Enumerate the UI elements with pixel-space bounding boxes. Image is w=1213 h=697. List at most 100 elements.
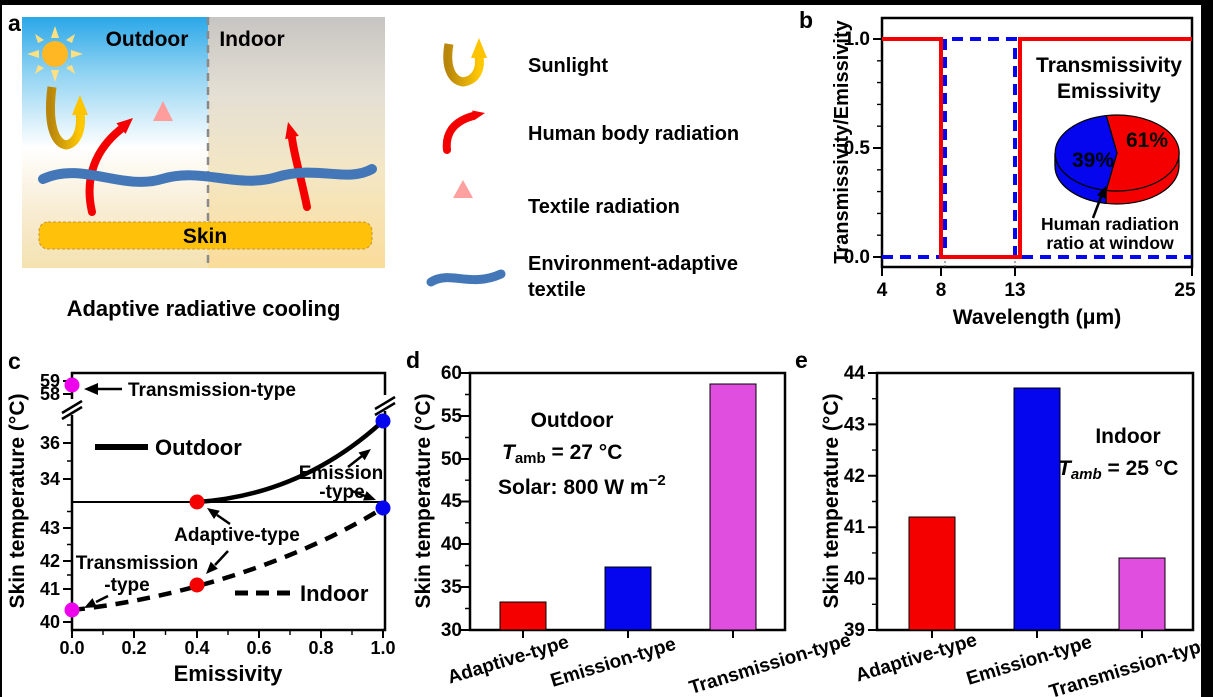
panel-label-d: d [406, 347, 421, 373]
xtick-c-00: 0.0 [59, 638, 84, 658]
ytick-d-55: 55 [441, 406, 463, 427]
ytick-b-2: 0.5 [844, 138, 871, 159]
pie-caption-arrow [1091, 186, 1107, 219]
panel-b-plot: 1.0 0.5 0.0 4 8 13 25 Wavelength (μm) Tr… [831, 16, 1196, 329]
annotation-d-condition: Outdoor [531, 409, 614, 432]
textile-radiation-arrow [153, 101, 173, 163]
indoor-legend-label: Indoor [300, 581, 369, 606]
bar-e-emission [1013, 387, 1061, 631]
outdoor-curve [196, 419, 385, 505]
bar-e-adaptive [908, 516, 956, 631]
bar-d-adaptive [499, 601, 547, 631]
ylabel-c: Skin temperature (°C) [6, 394, 29, 609]
t-value: = 27 °C [546, 441, 623, 464]
outdoor-legend-label: Outdoor [155, 435, 242, 460]
t-value: = 25 °C [1102, 457, 1179, 480]
panel-label-e: e [795, 347, 808, 373]
pie-slice-blue-39 [1054, 114, 1118, 192]
x-ticks-c [71, 630, 384, 638]
ytick-e-44: 44 [844, 363, 866, 384]
x-ticks-b [881, 267, 1193, 276]
ytick-d-30: 30 [441, 620, 462, 641]
xtick-c-02: 0.2 [121, 638, 146, 658]
ytick-c-43: 43 [40, 518, 60, 538]
sun-icon [27, 26, 83, 82]
t-subscript: amb [1071, 466, 1102, 483]
emission-type-label-line1: Emission [299, 463, 383, 484]
xtick-b-4: 4 [877, 280, 888, 301]
arrow-to-adaptive-indoor [206, 550, 229, 574]
ylabel-d: Skin temperature (°C) [412, 394, 435, 609]
legend-transmissivity: Transmissivity [1036, 54, 1182, 77]
axis-break-right [374, 395, 396, 417]
panel-a-caption: Adaptive radiative cooling [66, 296, 341, 321]
skin-bar [38, 221, 373, 250]
environment-adaptive-textile-icon [426, 269, 506, 287]
ytick-d-40: 40 [441, 534, 462, 555]
ytick-c-41: 41 [40, 579, 60, 599]
legend-env-adaptive-label-line1: Environment-adaptive [528, 253, 739, 275]
arrow-to-emission-indoor [351, 489, 376, 501]
ytick-e-41: 41 [844, 517, 866, 538]
legend-env-adaptive-label-line2: textile [528, 279, 586, 301]
pie-human-radiation: 61% 39% [1054, 114, 1180, 205]
legend-human-body-radiation-label: Human body radiation [528, 123, 740, 145]
emissivity-curve [882, 37, 1192, 259]
panel-d-plot: Outdoor Tamb = 27 °C Solar: 800 W m−2 60… [412, 363, 853, 697]
ylabel-b: Transmissivity/Emissivity [831, 19, 853, 263]
ylabel-e: Skin temperature (°C) [820, 394, 843, 609]
ytick-c-58: 58 [40, 384, 60, 404]
annotation-e-condition: Indoor [1095, 425, 1160, 448]
panel-a-schematic: Outdoor Indoor Skin [22, 17, 385, 268]
bar-e-transmission [1118, 557, 1166, 631]
axis-break-left [61, 399, 83, 421]
panel-label-a: a [8, 10, 21, 36]
environment-adaptive-textile-wave [38, 164, 377, 187]
adaptive-type-label: Adaptive-type [174, 525, 300, 546]
pie-caption-line2: ratio at window [1046, 233, 1174, 253]
ytick-e-42: 42 [844, 466, 865, 487]
arrow-to-transmission-indoor [84, 594, 109, 608]
y-ticks-d [461, 372, 470, 631]
ytick-b-1: 1.0 [844, 29, 870, 50]
legend-sunlight-label: Sunlight [528, 55, 608, 77]
ytick-d-50: 50 [441, 449, 462, 470]
skin-label: Skin [183, 225, 227, 248]
pie-label-39: 39% [1072, 149, 1114, 172]
x-ticks-d [522, 630, 734, 638]
bar-d-emission [604, 566, 652, 631]
t-subscript: amb [515, 450, 546, 467]
xtick-e-adaptive: Adaptive-type [853, 630, 979, 687]
arrow-to-transmission-outdoor [84, 383, 122, 395]
ytick-c-34: 34 [40, 469, 60, 489]
pie-label-61: 61% [1126, 129, 1168, 152]
panel-c-plot: Outdoor Indoor Transmission-type Emissio… [6, 371, 396, 686]
xtick-b-8: 8 [936, 280, 947, 301]
xlabel-c: Emissivity [174, 661, 284, 686]
solar-exponent: −2 [649, 472, 666, 489]
solar-text: Solar: 800 W m [498, 476, 649, 499]
xtick-b-13: 13 [1004, 280, 1025, 301]
ytick-c-36: 36 [40, 433, 60, 453]
pie-slice-red-61 [1105, 114, 1180, 192]
human-body-radiation-arrow-indoor [285, 122, 311, 211]
transmission-type-bottom-line2: -type [104, 575, 149, 596]
y-ticks-b [873, 38, 882, 258]
legend-emissivity: Emissivity [1057, 80, 1161, 103]
indoor-label: Indoor [219, 28, 284, 51]
arrow-to-emission-outdoor [347, 449, 371, 468]
ytick-c-40: 40 [40, 612, 60, 632]
top-edge-strip [0, 0, 1213, 5]
sunlight-reflect-arrow [45, 86, 88, 150]
bar-d-transmission [709, 383, 757, 631]
left-edge-strip [0, 0, 2, 697]
ytick-d-60: 60 [441, 363, 462, 384]
ytick-e-43: 43 [844, 414, 865, 435]
indoor-curve [71, 506, 385, 613]
t-symbol: T [502, 441, 517, 464]
ytick-d-35: 35 [441, 577, 463, 598]
transmission-type-bottom-line1: Transmission [76, 553, 199, 574]
adaptive-point-indoor [189, 577, 205, 593]
panel-label-b: b [799, 7, 814, 33]
